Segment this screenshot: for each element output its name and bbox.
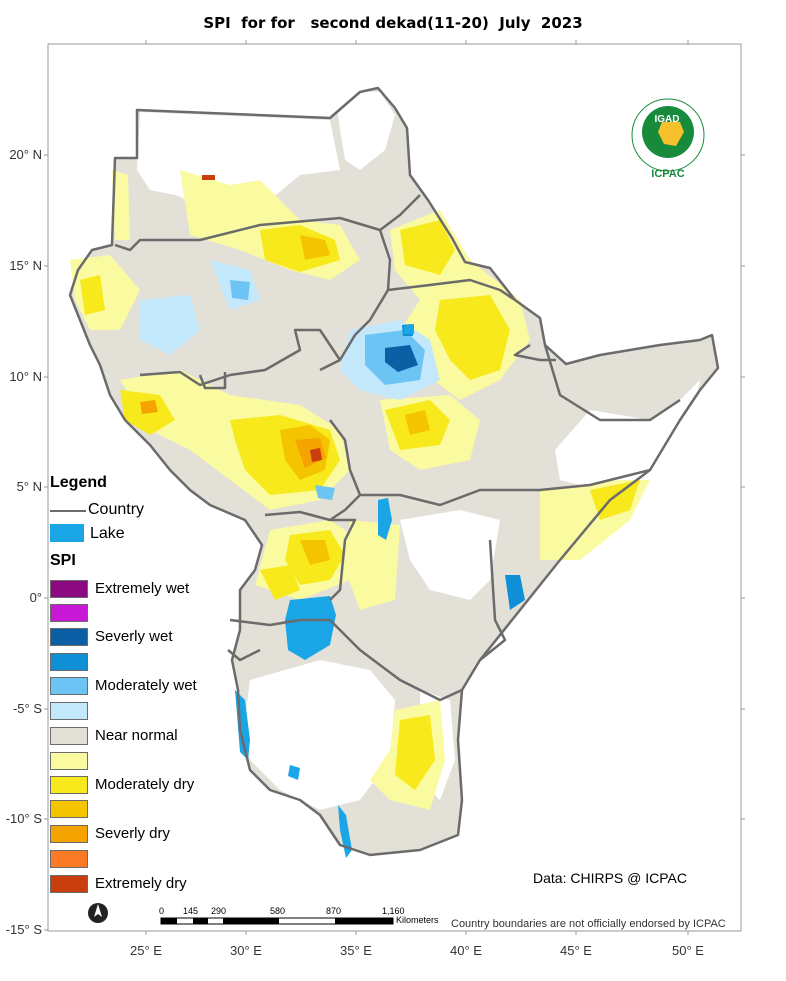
spi-legend-label: Near normal	[95, 727, 178, 744]
scale-bar	[160, 917, 394, 925]
lake-rukwa	[288, 765, 300, 780]
spi-legend-item: Extremely dry	[50, 875, 350, 895]
lon-label: 45° E	[560, 943, 592, 958]
lat-label: 10° N	[9, 369, 42, 384]
spi-legend-label: Extremely wet	[95, 580, 190, 597]
legend-title: Legend	[50, 474, 107, 491]
spi-legend-swatch	[50, 628, 88, 646]
spi-legend-label: Severly wet	[95, 628, 173, 645]
lon-label: 40° E	[450, 943, 482, 958]
spi-legend-swatch	[50, 677, 88, 695]
legend-spi-title: SPI	[50, 552, 76, 569]
legend-country-line	[50, 510, 86, 512]
spi-legend-swatch	[50, 752, 88, 770]
lon-label: 35° E	[340, 943, 372, 958]
lake-turkana	[378, 498, 392, 540]
lake-tana	[404, 324, 414, 334]
lat-label: 20° N	[9, 147, 42, 162]
spi-legend-label: Moderately wet	[95, 677, 197, 694]
map-title: SPI for for second dekad(11-20) July 202…	[203, 14, 583, 32]
logo-igad-text: IGAD	[654, 114, 680, 125]
spi-severly-wet	[385, 345, 418, 372]
lon-label: 30° E	[230, 943, 262, 958]
spi-legend-item: Severly wet	[50, 628, 350, 648]
spi-legend-swatch	[50, 875, 88, 893]
igad-logo-icon	[631, 98, 705, 172]
lat-label: 0°	[29, 590, 42, 605]
scale-label: 1,160	[382, 906, 405, 916]
spi-legend-swatch	[50, 776, 88, 794]
spi-legend-item: Severly dry	[50, 825, 350, 845]
lon-label: 50° E	[672, 943, 704, 958]
spi-legend-item	[50, 702, 350, 722]
legend-lake-swatch	[50, 524, 84, 542]
scale-label: 870	[326, 906, 342, 916]
spi-legend-swatch	[50, 702, 88, 720]
spi-legend-item	[50, 800, 350, 820]
lon-label: 25° E	[130, 943, 162, 958]
spi-legend-item	[50, 653, 350, 673]
country-borders	[68, 86, 720, 857]
spi-legend-item	[50, 850, 350, 870]
lat-label: -15° S	[5, 922, 42, 937]
lat-label: 15° N	[9, 258, 42, 273]
spi-legend-label: Severly dry	[95, 825, 171, 842]
spi-legend-label: Extremely dry	[95, 875, 187, 892]
spi-legend-label: Moderately dry	[95, 776, 195, 793]
scale-unit: Kilometers	[396, 915, 439, 925]
spi-legend-item	[50, 604, 350, 624]
scale-label: 290	[211, 906, 227, 916]
lat-label: -5° S	[12, 701, 42, 716]
scale-label: 580	[270, 906, 286, 916]
boundary-disclaimer: Country boundaries are not officially en…	[451, 918, 726, 930]
scale-label: 145	[183, 906, 199, 916]
logo-icpac-text: ICPAC	[651, 168, 685, 180]
spi-legend-item: Moderately wet	[50, 677, 350, 697]
legend-country-label: Country	[88, 501, 145, 518]
legend-lake-label: Lake	[90, 525, 125, 542]
scale-label: 0	[159, 906, 165, 916]
lake-malawi	[338, 805, 352, 858]
lat-label: -10° S	[5, 811, 42, 826]
spi-legend-item: Near normal	[50, 727, 350, 747]
spi-legend-swatch	[50, 604, 88, 622]
spi-legend-swatch	[50, 800, 88, 818]
spi-legend-item: Moderately dry	[50, 776, 350, 796]
north-arrow-icon	[88, 903, 108, 923]
spi-legend-swatch	[50, 825, 88, 843]
lake-victoria	[285, 596, 336, 660]
spi-legend-swatch	[50, 580, 88, 598]
lat-label: 5° N	[16, 479, 42, 494]
data-credit: Data: CHIRPS @ ICPAC	[533, 870, 687, 886]
spi-legend-swatch	[50, 850, 88, 868]
frame-ticks	[44, 40, 745, 935]
spi-legend-item: Extremely wet	[50, 580, 350, 600]
spi-legend-swatch	[50, 727, 88, 745]
spi-legend-item	[50, 752, 350, 772]
spi-legend-swatch	[50, 653, 88, 671]
spi-extremely-dry	[202, 175, 322, 462]
